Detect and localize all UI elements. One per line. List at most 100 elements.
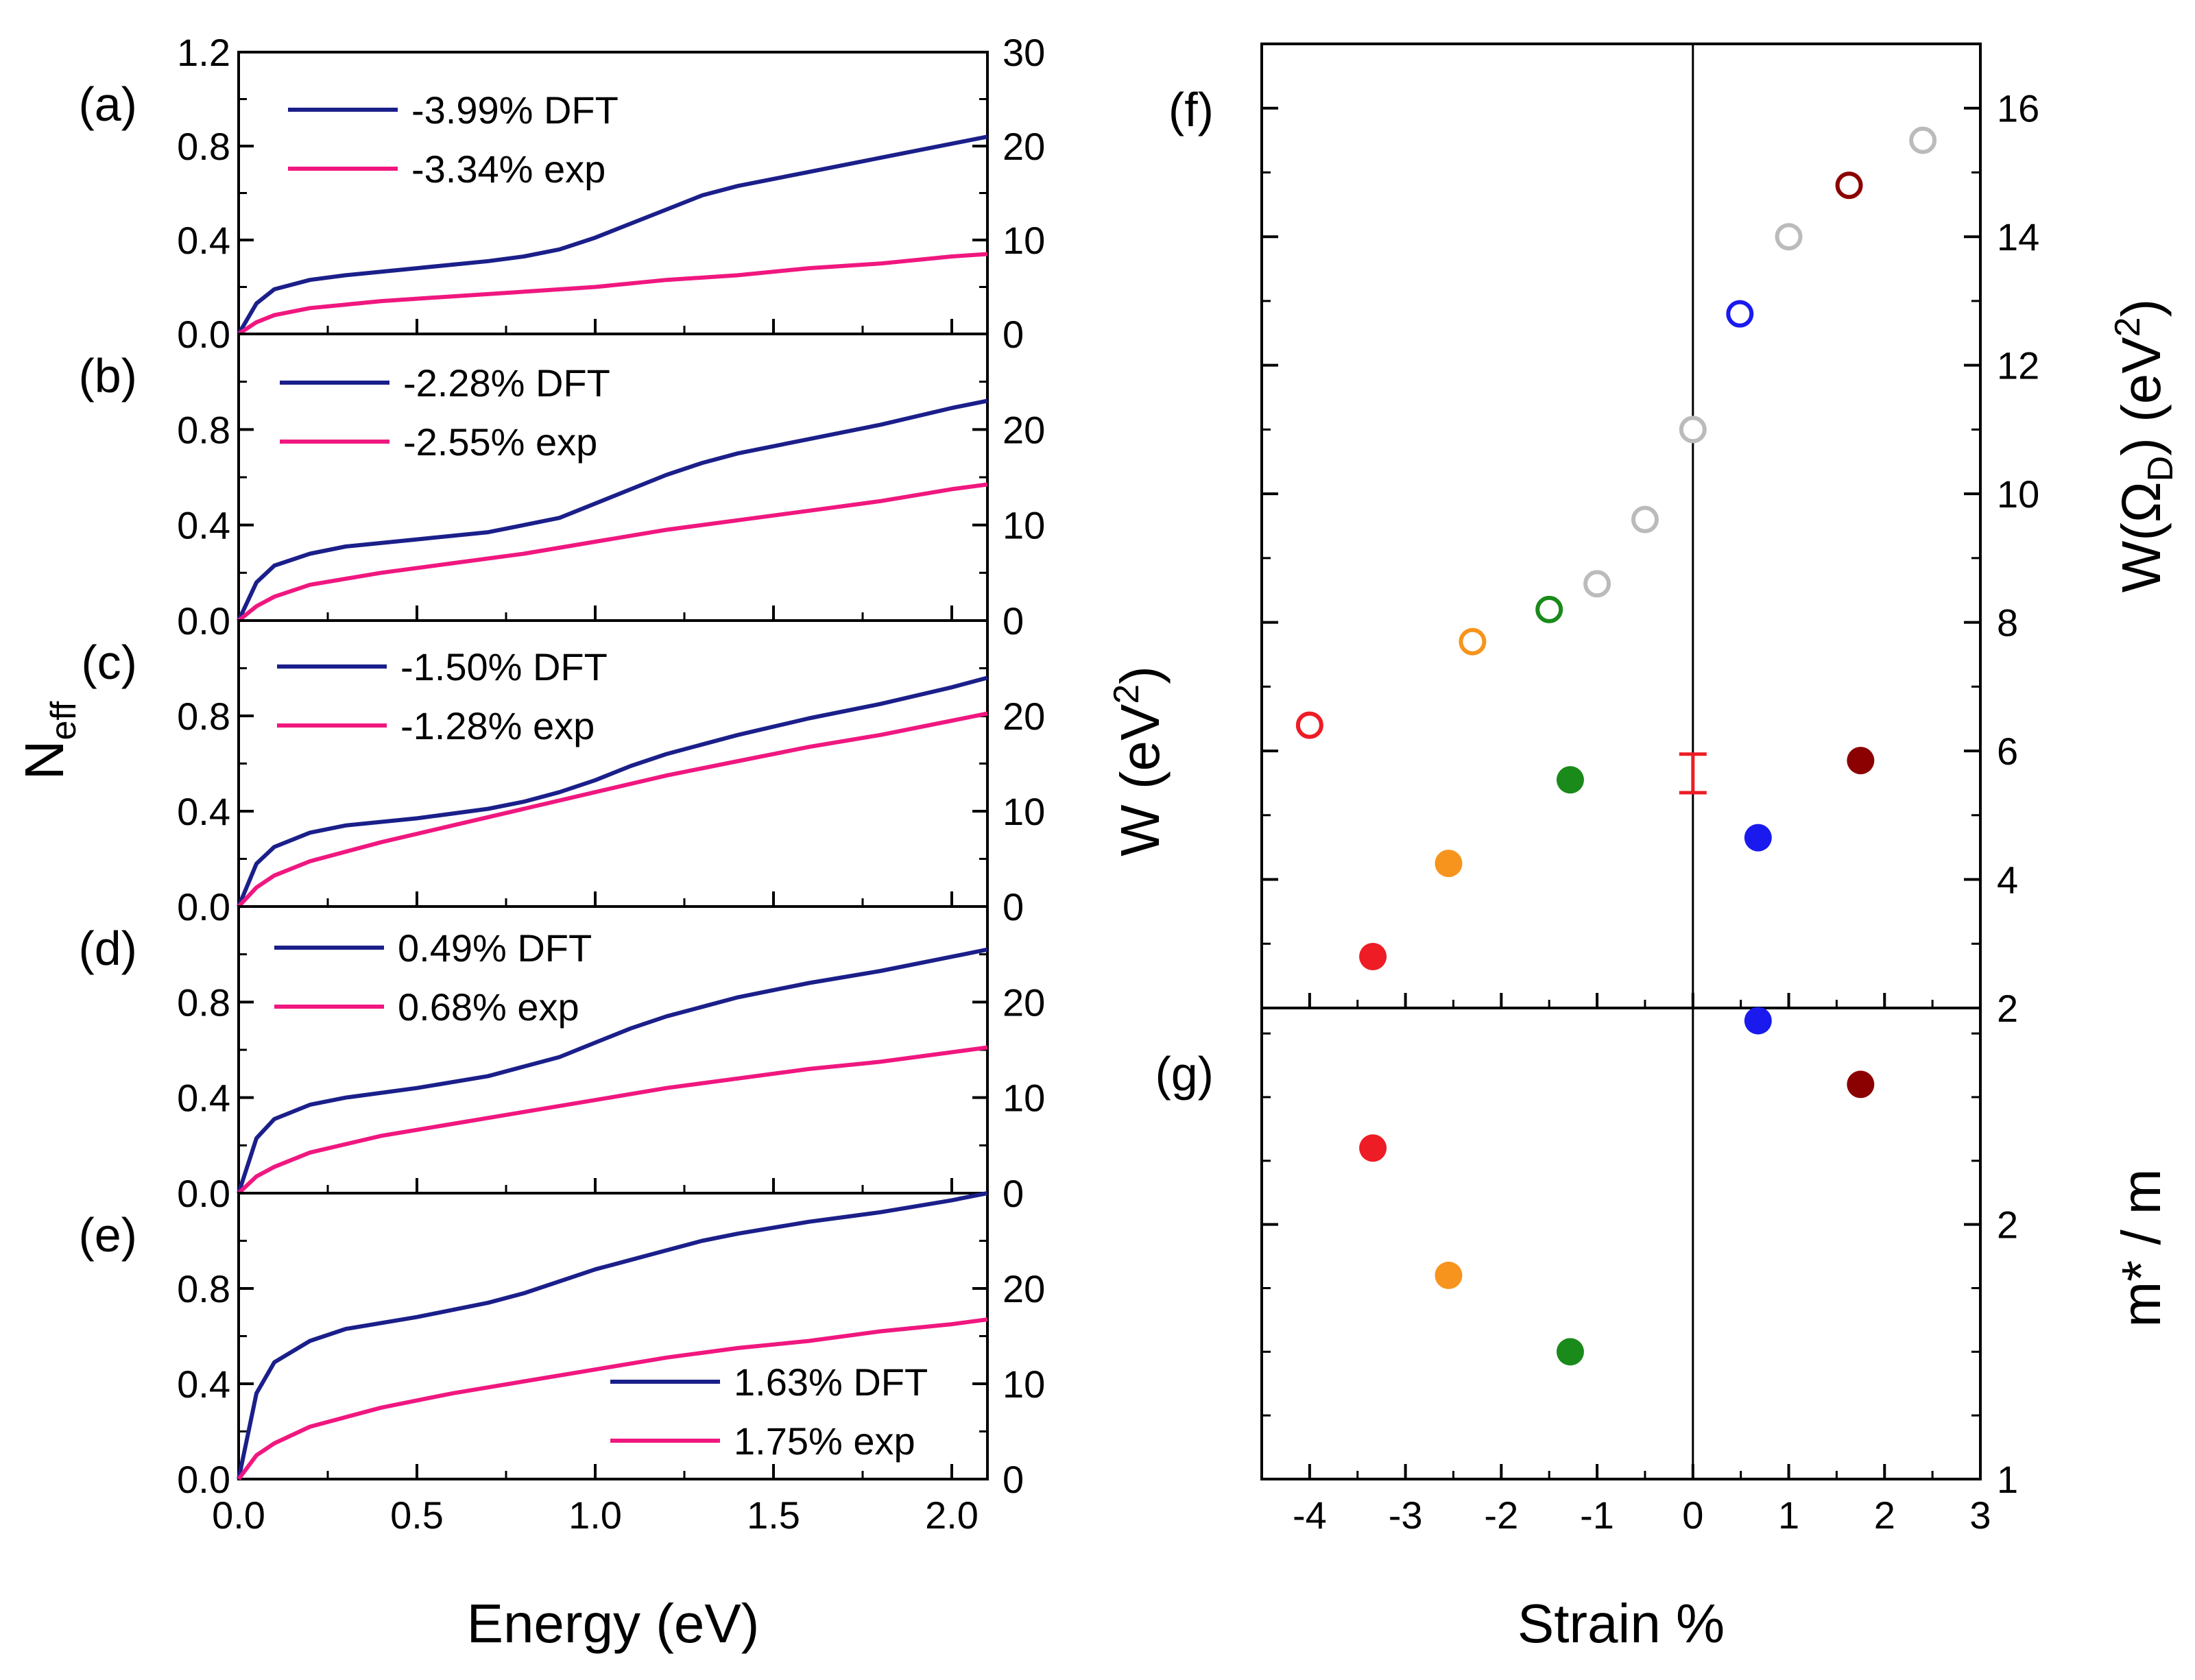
- x-tick-label: 1.5: [747, 1493, 800, 1537]
- panel-label: (d): [78, 922, 137, 975]
- y-tick-label: 0.0: [177, 313, 230, 356]
- y-right-tick-label: 0: [1003, 885, 1024, 928]
- x-axis-title: Strain %: [1518, 1593, 1725, 1654]
- y-right-tick-label: 20: [1003, 981, 1045, 1024]
- legend-label: 0.68% exp: [398, 985, 579, 1029]
- y-tick-label: 0.8: [177, 408, 230, 451]
- open-marker: [1909, 126, 1937, 154]
- x-tick-label: -1: [1580, 1493, 1614, 1537]
- y-right-tick-label: 0: [1003, 599, 1024, 643]
- x-tick-label: 1.0: [568, 1493, 622, 1537]
- y-tick-label: 0.4: [177, 1077, 230, 1120]
- open-marker: [1726, 300, 1754, 328]
- w-left-sup: 2: [1107, 684, 1147, 704]
- plot-frame: [237, 619, 989, 908]
- x-tick-label: 2.0: [925, 1493, 979, 1537]
- panel-label: (f): [1168, 83, 1214, 136]
- filled-marker: [1847, 747, 1875, 775]
- filled-marker: [1359, 943, 1387, 971]
- w-left-close: ): [1110, 666, 1171, 684]
- y-right-tick-label: 10: [1003, 1077, 1045, 1120]
- series-line-exp: [237, 1317, 988, 1480]
- w-right-close: ): [2111, 299, 2172, 317]
- y-right-tick-label: 2: [1997, 1203, 2018, 1247]
- y-right-tick-label: 10: [1003, 1363, 1045, 1406]
- left-panels: 0.0 0.4 0.8 1.2 0 10 20 30 -3.99% DFT -3.34% exp (…: [78, 31, 1045, 1654]
- filled-marker: [1744, 1007, 1772, 1035]
- y-right-tick-label: 0: [1003, 1172, 1024, 1215]
- y-tick-label: 0.8: [177, 695, 230, 738]
- series-line-dft: [237, 134, 988, 335]
- y-right-tick-label: 20: [1003, 125, 1045, 168]
- panel-f: 2 4 6 8 10 12 14 16 (f): [1168, 43, 2039, 1030]
- y-right-tick-label: 10: [1003, 219, 1045, 262]
- legend-label: -3.99% DFT: [411, 88, 619, 132]
- y-tick-label: 0.0: [177, 885, 230, 928]
- w-right-sup: 2: [2108, 317, 2148, 337]
- panel-c: 0.0 0.4 0.8 0 10 20 -1.50% DFT -1.28% exp (c): [81, 619, 1045, 928]
- legend-label: 1.75% exp: [734, 1419, 915, 1463]
- open-marker: [1295, 711, 1323, 739]
- y-tick-label: 1.2: [177, 31, 230, 74]
- panel-g: 1 2 -4 -3 -2 -1 0 1 2 3 Strain % (g): [1155, 1007, 2018, 1654]
- legend-label: 1.63% DFT: [734, 1360, 928, 1404]
- y-right-tick-label: 16: [1997, 87, 2039, 130]
- filled-marker: [1435, 1261, 1463, 1289]
- y-right-tick-label: 6: [1997, 730, 2018, 773]
- x-tick-label: 0.0: [212, 1493, 265, 1537]
- y-tick-label: 0.4: [177, 790, 230, 833]
- filled-marker: [1556, 1338, 1584, 1366]
- mass-axis-title: m* / m: [2111, 1168, 2172, 1327]
- neff-sub: eff: [44, 701, 84, 740]
- legend-label: 0.49% DFT: [398, 926, 592, 970]
- y-tick-label: 0.4: [177, 1363, 230, 1406]
- y-tick-label: 0.0: [177, 1172, 230, 1215]
- filled-marker: [1847, 1070, 1875, 1099]
- open-marker: [1775, 223, 1803, 251]
- filled-marker: [1744, 824, 1772, 852]
- y-right-tick-label: 20: [1003, 695, 1045, 738]
- w-right-axis-title: W(ΩD) (eV2): [2108, 299, 2181, 592]
- y-right-tick-label: 1: [1997, 1458, 2018, 1501]
- y-right-tick-label: 2: [1997, 987, 2018, 1030]
- y-right-tick-label: 20: [1003, 1267, 1045, 1310]
- filled-marker: [1359, 1134, 1387, 1162]
- legend-label: -3.34% exp: [411, 147, 605, 191]
- y-right-tick-label: 10: [1003, 504, 1045, 547]
- open-marker: [1535, 595, 1563, 623]
- filled-marker: [1435, 850, 1463, 878]
- legend-label: -2.28% DFT: [403, 361, 610, 405]
- legend-label: -1.28% exp: [400, 704, 595, 747]
- y-tick-label: 0.0: [177, 599, 230, 643]
- y-right-tick-label: 8: [1997, 601, 2018, 645]
- w-right-tail: ) (eV: [2111, 337, 2172, 456]
- series-line-dft: [237, 675, 988, 908]
- y-tick-label: 0.8: [177, 981, 230, 1024]
- x-tick-label: 0: [1682, 1493, 1703, 1537]
- x-tick-label: 1: [1778, 1493, 1799, 1537]
- y-tick-label: 0.0: [177, 1458, 230, 1501]
- x-tick-label: 3: [1969, 1493, 1991, 1537]
- x-tick-label: 2: [1874, 1493, 1895, 1537]
- series-line-dft: [237, 398, 988, 622]
- series-line-exp: [237, 1045, 988, 1195]
- open-marker: [1631, 505, 1659, 533]
- x-axis-title: Energy (eV): [467, 1593, 760, 1654]
- y-right-tick-label: 30: [1003, 31, 1045, 74]
- series-line-exp: [237, 482, 988, 623]
- w-right-main: W(Ω: [2111, 481, 2172, 592]
- x-tick-label: -2: [1484, 1493, 1518, 1537]
- panel-a: 0.0 0.4 0.8 1.2 0 10 20 30 -3.99% DFT -3.34% exp (…: [78, 31, 1045, 356]
- plot-frame: [1260, 1007, 1982, 1480]
- plot-frame: [1260, 43, 1982, 1009]
- x-tick-label: -4: [1293, 1493, 1327, 1537]
- panel-d: 0.0 0.4 0.8 0 10 20 0.49% DFT 0.68% exp (d): [78, 905, 1045, 1215]
- open-marker: [1835, 171, 1863, 200]
- y-tick-label: 0.8: [177, 125, 230, 168]
- panel-label: (g): [1155, 1047, 1214, 1101]
- y-right-tick-label: 4: [1997, 859, 2018, 902]
- panel-label: (e): [78, 1208, 137, 1262]
- neff-axis-title: Neff: [14, 701, 84, 780]
- legend-label: -1.50% DFT: [400, 645, 608, 688]
